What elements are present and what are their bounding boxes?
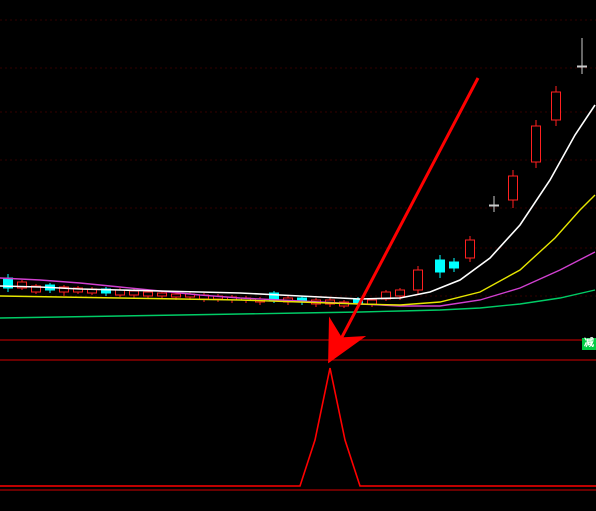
stock-chart <box>0 0 596 511</box>
candle-body <box>552 92 561 120</box>
candle-body <box>130 291 139 295</box>
candle-body <box>396 290 405 296</box>
candle-body <box>450 262 459 268</box>
candle-body <box>509 176 518 200</box>
candle-body <box>436 260 445 272</box>
candle-body <box>368 300 377 304</box>
reduce-badge: 减 <box>582 338 596 350</box>
candle-body <box>414 270 423 290</box>
candle-body <box>158 293 167 296</box>
candle-body <box>490 205 499 206</box>
candle-body <box>466 240 475 258</box>
candle-body <box>578 66 587 67</box>
candle-body <box>532 126 541 162</box>
candle-body <box>172 294 181 297</box>
candle-body <box>144 292 153 296</box>
